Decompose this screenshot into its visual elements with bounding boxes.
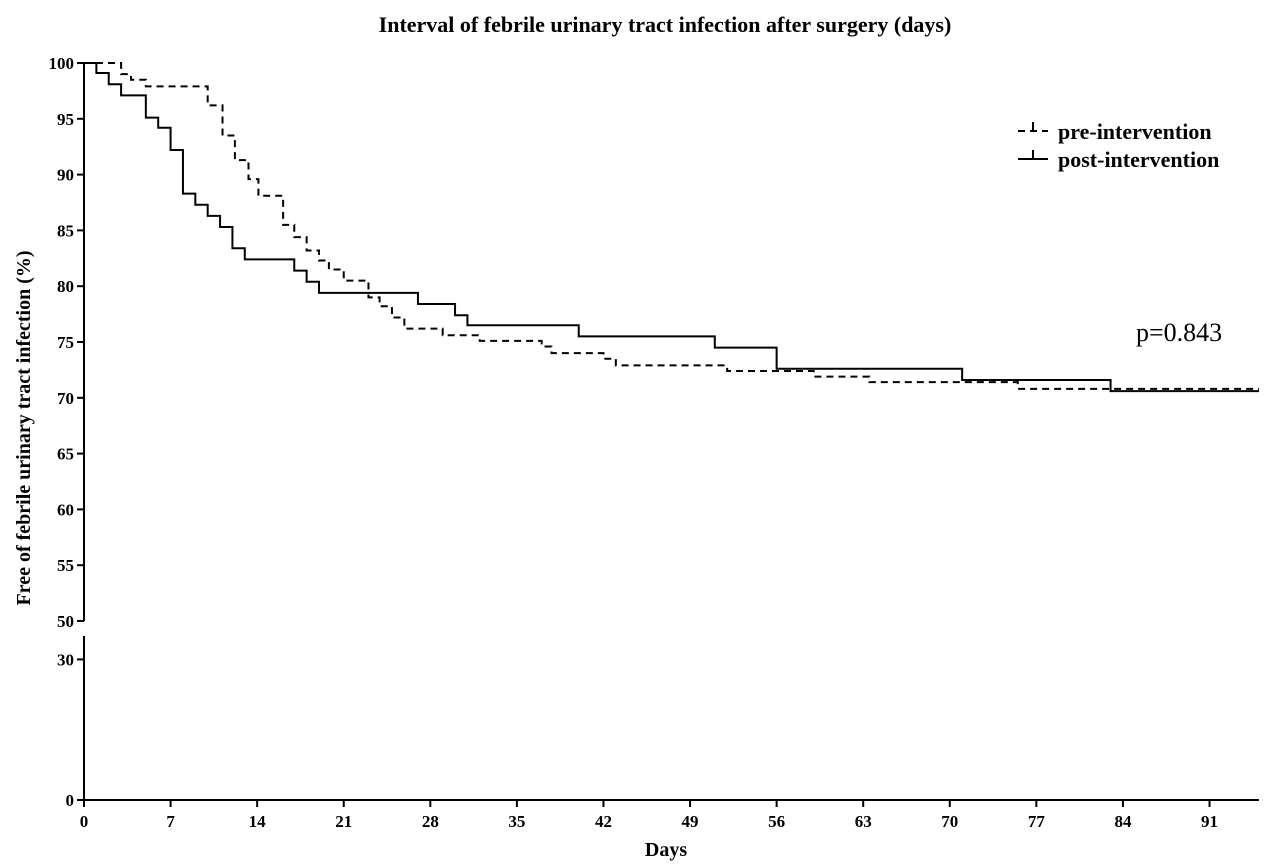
y-tick-label: 30 — [57, 650, 74, 669]
y-tick-label: 70 — [57, 389, 74, 408]
y-tick-label: 60 — [57, 500, 74, 519]
x-tick-label: 0 — [80, 812, 89, 831]
x-tick-label: 42 — [595, 812, 612, 831]
x-tick-label: 56 — [768, 812, 785, 831]
x-tick-label: 49 — [682, 812, 699, 831]
y-tick-label: 90 — [57, 166, 74, 185]
legend: pre-intervention post-intervention — [1018, 119, 1219, 172]
legend-label-pre: pre-intervention — [1058, 119, 1212, 144]
legend-item-pre-intervention: pre-intervention — [1018, 119, 1212, 144]
x-tick-label: 14 — [249, 812, 267, 831]
x-tick-label: 63 — [855, 812, 872, 831]
y-tick-label: 0 — [66, 791, 75, 810]
x-tick-label: 77 — [1028, 812, 1046, 831]
y-tick-label: 100 — [49, 54, 75, 73]
series-line-post-intervention — [84, 62, 1259, 393]
x-tick-label: 70 — [941, 812, 958, 831]
x-tick-label: 28 — [422, 812, 439, 831]
chart-title: Interval of febrile urinary tract infect… — [379, 12, 952, 37]
x-tick-label: 84 — [1114, 812, 1132, 831]
y-tick-label: 65 — [57, 445, 74, 464]
y-tick-label: 75 — [57, 333, 74, 352]
series-line-pre-intervention — [84, 62, 1259, 390]
y-axis-label: Free of febrile urinary tract infection … — [13, 250, 35, 605]
x-tick-label: 91 — [1201, 812, 1218, 831]
y-axis-ticks: 50 55 60 65 70 75 80 85 90 95 100 0 30 — [49, 54, 84, 810]
y-tick-label: 80 — [57, 277, 74, 296]
x-tick-label: 21 — [335, 812, 352, 831]
x-tick-label: 35 — [508, 812, 525, 831]
x-axis-label: Days — [645, 839, 687, 861]
y-tick-label: 55 — [57, 556, 74, 575]
series-layer — [84, 62, 1259, 393]
legend-item-post-intervention: post-intervention — [1018, 147, 1219, 172]
y-tick-label: 85 — [57, 221, 74, 240]
legend-label-post: post-intervention — [1058, 147, 1219, 172]
x-tick-label: 7 — [166, 812, 175, 831]
p-value-annotation: p=0.843 — [1136, 318, 1222, 347]
y-tick-label: 95 — [57, 110, 74, 129]
x-axis-ticks: 0 7 14 21 28 35 42 49 56 63 70 77 84 91 — [80, 800, 1218, 831]
y-tick-label: 50 — [57, 612, 74, 631]
axes — [83, 63, 1259, 801]
